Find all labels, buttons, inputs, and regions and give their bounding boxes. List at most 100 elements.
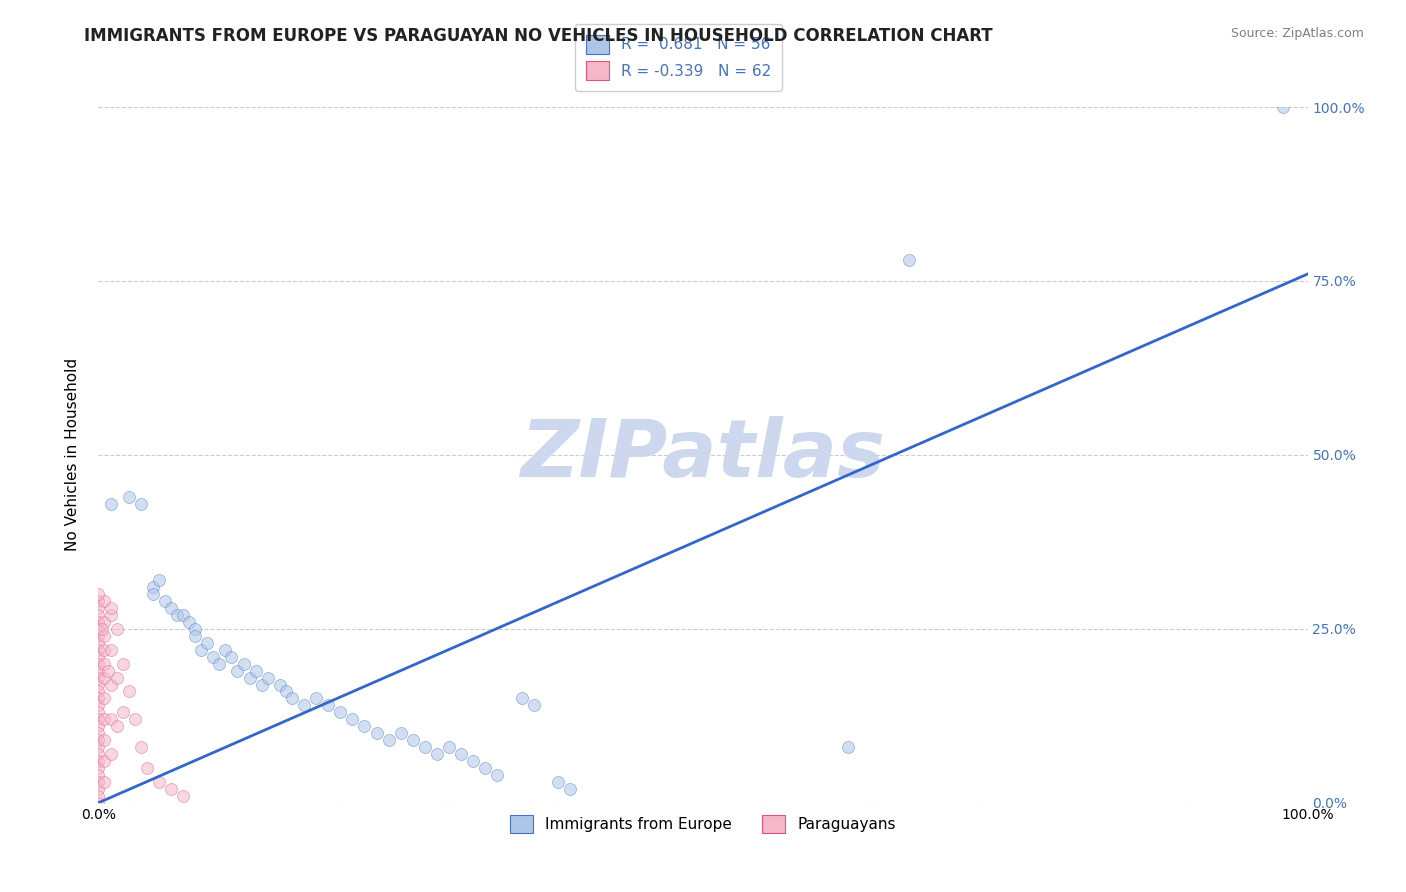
Point [93,615,115,629]
Point [87,754,110,768]
Point [166,607,188,622]
Point [463,754,485,768]
Point [195,636,218,650]
Point [105,622,128,636]
Point [87,747,110,761]
Point [93,775,115,789]
Point [105,719,128,733]
Point [93,671,115,685]
Text: Source: ZipAtlas.com: Source: ZipAtlas.com [1230,27,1364,40]
Point [93,754,115,768]
Point [281,691,304,706]
Point [353,719,375,733]
Point [160,781,183,796]
Point [87,642,110,657]
Point [547,775,569,789]
Point [329,706,352,720]
Point [239,671,262,685]
Point [366,726,388,740]
Point [558,781,581,796]
Point [202,649,225,664]
Point [100,642,122,657]
Point [184,629,207,643]
Point [87,657,110,671]
Point [118,684,141,698]
Point [87,740,110,755]
Point [97,664,120,678]
Point [172,789,194,803]
Text: ZIPatlas: ZIPatlas [520,416,886,494]
Point [87,622,110,636]
Point [105,671,128,685]
Point [100,497,122,511]
Point [124,712,146,726]
Point [221,649,243,664]
Point [87,615,110,629]
Point [100,747,122,761]
Point [100,712,122,726]
Point [190,642,212,657]
Point [87,594,110,608]
Point [87,601,110,615]
Point [87,726,110,740]
Point [426,747,449,761]
Point [153,594,176,608]
Point [87,587,110,601]
Point [413,740,436,755]
Point [292,698,315,713]
Point [93,733,115,747]
Point [87,664,110,678]
Text: IMMIGRANTS FROM EUROPE VS PARAGUAYAN NO VEHICLES IN HOUSEHOLD CORRELATION CHART: IMMIGRANTS FROM EUROPE VS PARAGUAYAN NO … [84,27,993,45]
Point [474,761,496,775]
Point [87,671,110,685]
Point [93,594,115,608]
Point [111,706,134,720]
Point [87,706,110,720]
Point [274,684,297,698]
Point [87,789,110,803]
Point [87,629,110,643]
Point [129,740,152,755]
Point [118,490,141,504]
Point [837,740,859,755]
Point [450,747,472,761]
Point [87,684,110,698]
Point [402,733,425,747]
Point [87,781,110,796]
Point [87,712,110,726]
Point [148,573,170,587]
Legend: Immigrants from Europe, Paraguayans: Immigrants from Europe, Paraguayans [499,804,907,844]
Point [214,642,236,657]
Point [897,253,920,268]
Point [87,677,110,691]
Point [389,726,412,740]
Point [87,719,110,733]
Point [232,657,254,671]
Point [250,677,273,691]
Point [93,642,115,657]
Point [148,775,170,789]
Point [172,607,194,622]
Point [269,677,291,691]
Point [179,615,201,629]
Point [87,636,110,650]
Point [100,601,122,615]
Point [142,587,165,601]
Point [87,796,110,810]
Point [377,733,399,747]
Point [87,768,110,782]
Point [87,607,110,622]
Point [510,691,533,706]
Point [87,649,110,664]
Point [208,657,231,671]
Point [111,657,134,671]
Point [91,622,114,636]
Point [184,622,207,636]
Point [305,691,328,706]
Point [160,601,183,615]
Point [523,698,546,713]
Point [87,775,110,789]
Point [316,698,339,713]
Point [142,580,165,594]
Point [93,712,115,726]
